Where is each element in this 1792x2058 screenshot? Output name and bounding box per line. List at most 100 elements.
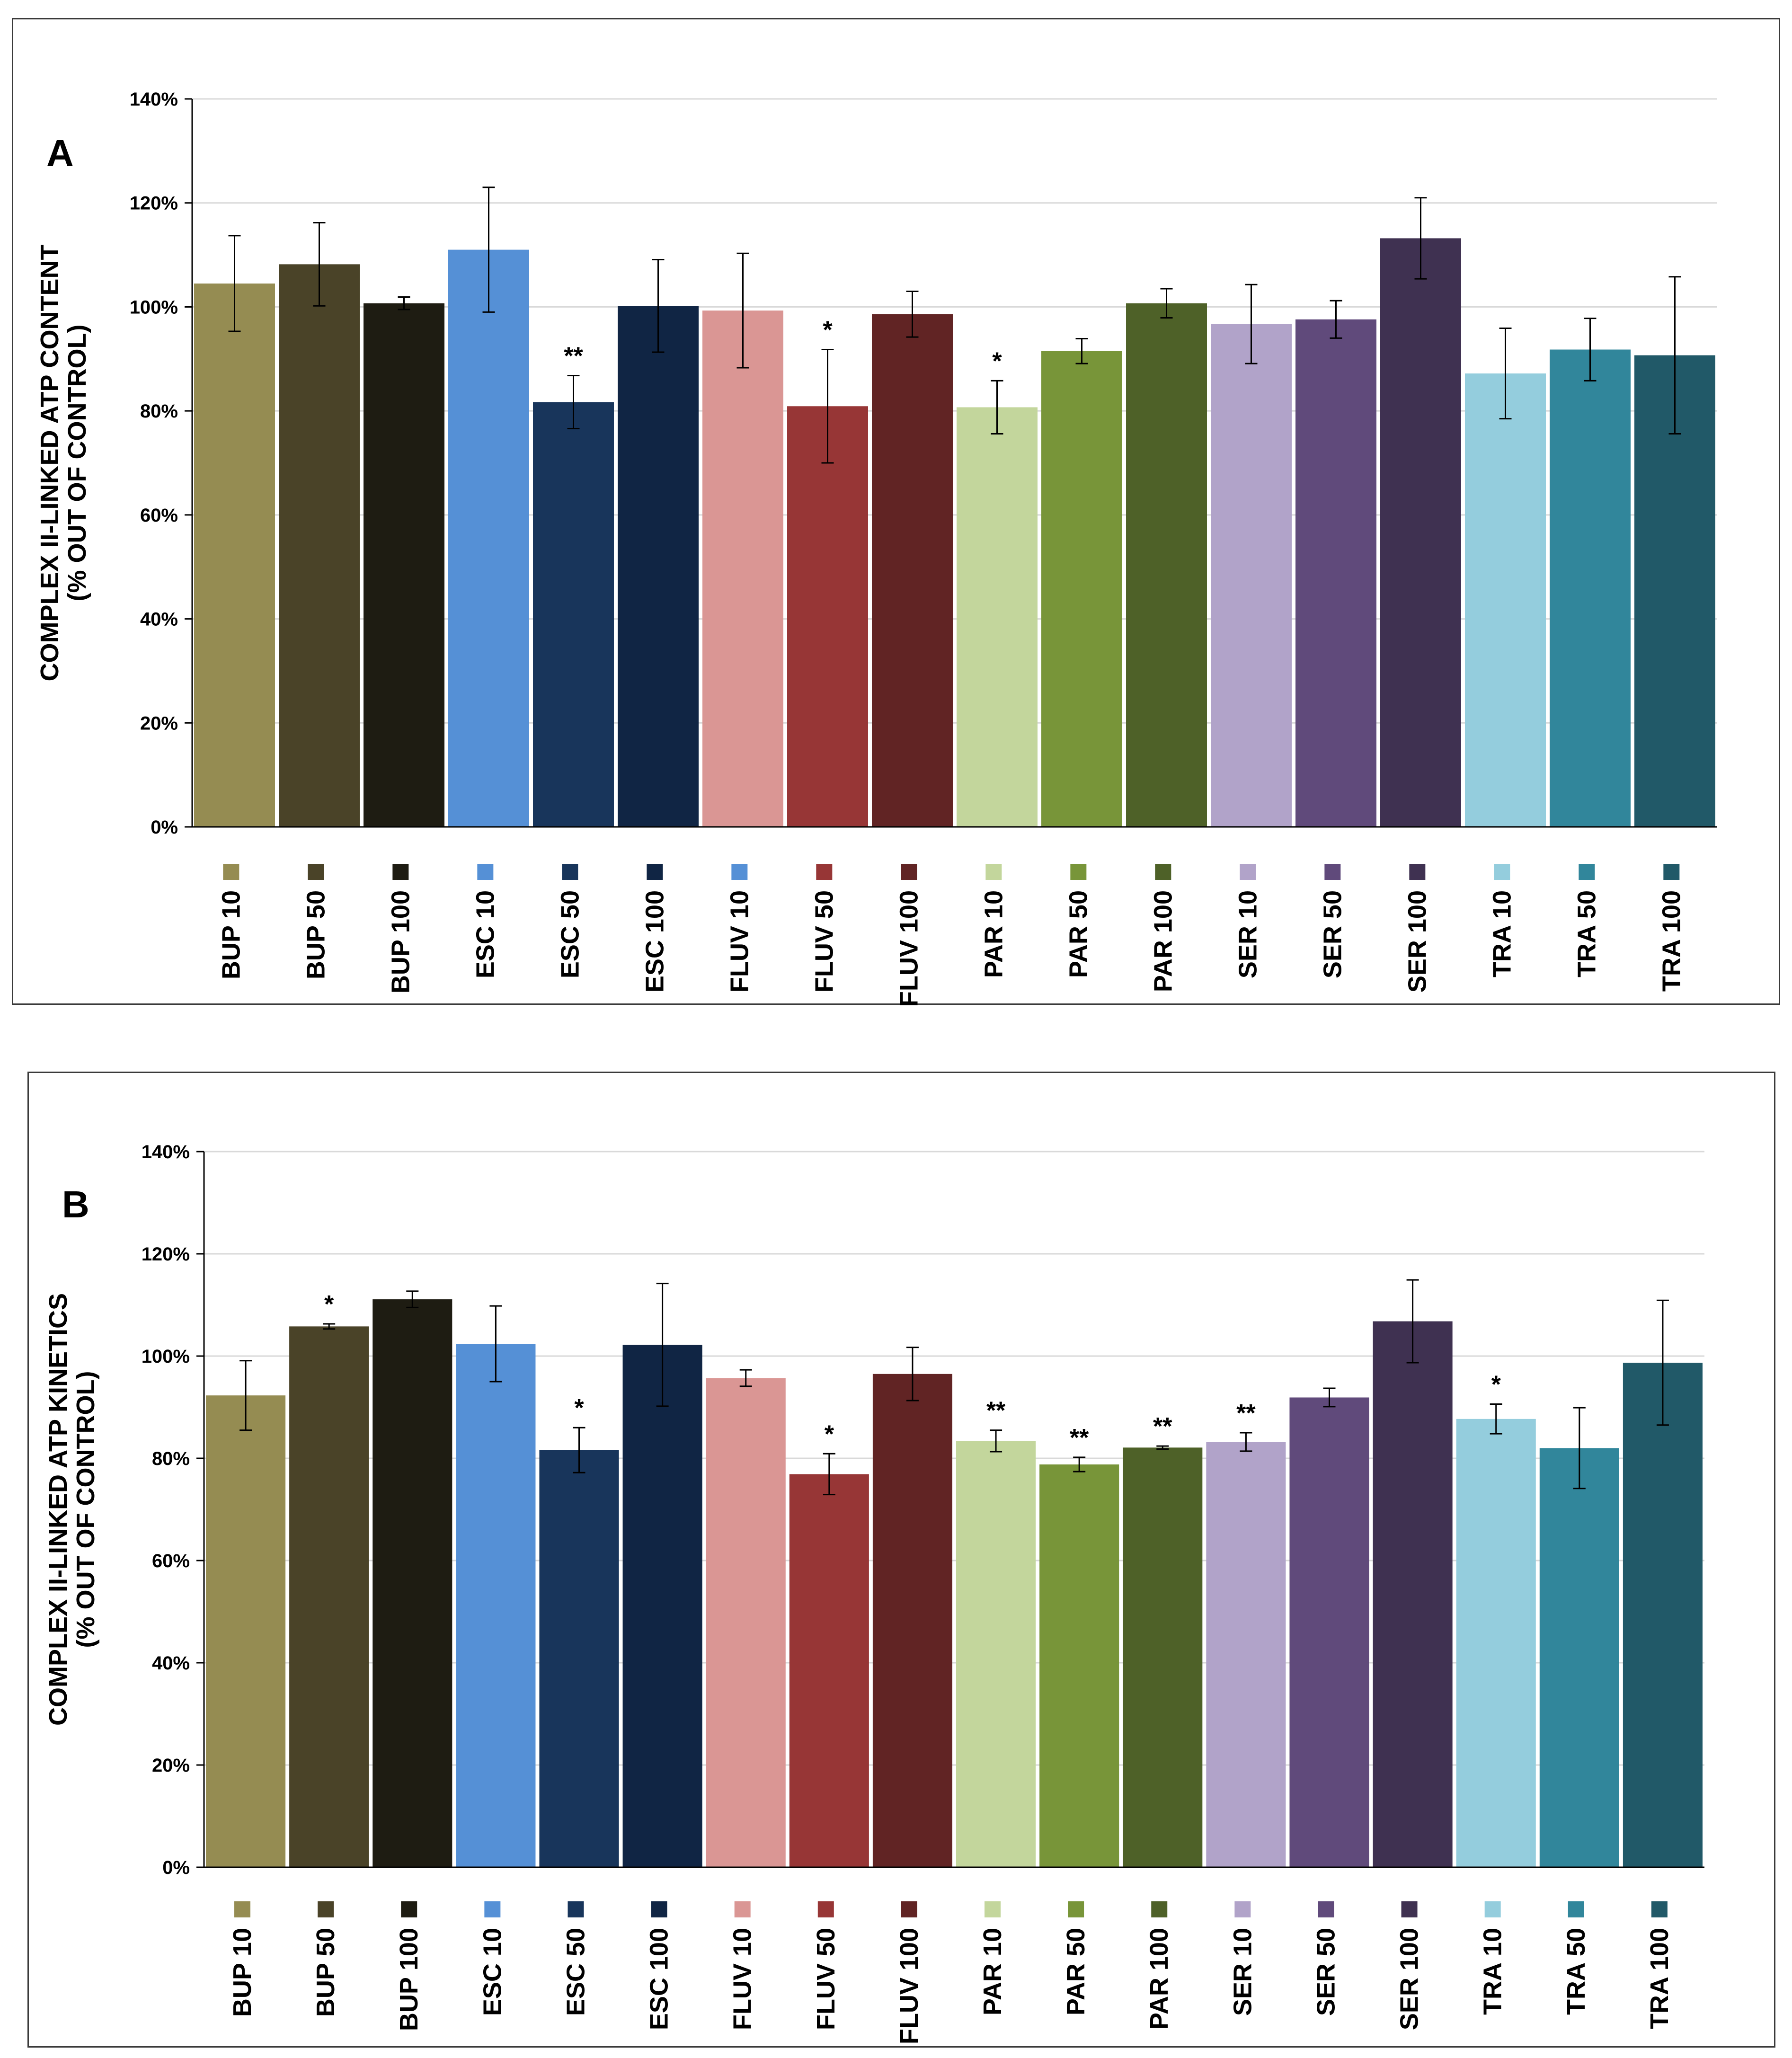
- legend-label: TRA 100: [1657, 890, 1686, 992]
- significance-marker: **: [1153, 1413, 1172, 1440]
- bar-esc-10: [456, 1344, 536, 1867]
- y-tick-label: 0%: [162, 1857, 190, 1878]
- y-tick-label: 100%: [142, 1346, 190, 1367]
- legend-label: TRA 10: [1479, 1928, 1507, 2015]
- legend-label: FLUV 10: [725, 890, 754, 993]
- significance-marker: *: [324, 1291, 334, 1318]
- bar-ser-10: [1206, 1442, 1286, 1867]
- legend-swatch: [1579, 864, 1595, 880]
- legend-label: PAR 10: [978, 1928, 1007, 2015]
- bar-esc-10: [448, 249, 529, 827]
- bar-fluv-50: [787, 406, 868, 827]
- legend-label: PAR 100: [1145, 1928, 1173, 2030]
- chart-b-svg: 0% 20% 40% 60% 80% 100% 120% 140% BUP 10 * BUP 50 B…: [44, 1142, 1704, 2044]
- legend-label: BUP 100: [395, 1928, 423, 2031]
- y-tick-label: 80%: [140, 401, 178, 422]
- bar-fluv-10: [706, 1378, 786, 1867]
- legend-swatch: [816, 864, 833, 880]
- legend-label: BUP 100: [386, 890, 415, 994]
- bar-esc-100: [618, 306, 699, 827]
- bar-tra-100: [1623, 1363, 1703, 1867]
- panel-letter: A: [46, 132, 74, 174]
- bar-ser-50: [1295, 319, 1376, 827]
- chart-panel-b: 0% 20% 40% 60% 80% 100% 120% 140% BUP 10 * BUP 50 B…: [27, 1072, 1775, 2048]
- legend-label: SER 50: [1318, 890, 1347, 978]
- legend-label: FLUV 50: [810, 890, 838, 993]
- bar-fluv-50: [789, 1474, 869, 1867]
- legend-swatch: [731, 864, 748, 880]
- bar-par-50: [1041, 351, 1122, 827]
- legend-swatch: [1494, 864, 1510, 880]
- legend-label: TRA 50: [1572, 890, 1601, 977]
- legend-label: PAR 100: [1149, 890, 1177, 992]
- bar-esc-50: [533, 402, 614, 827]
- bar-bup-50: [279, 264, 360, 827]
- significance-marker: *: [574, 1394, 584, 1422]
- bar-bup-50: [289, 1326, 369, 1867]
- legend-label: PAR 50: [1062, 1928, 1090, 2015]
- panel-letter: B: [62, 1183, 89, 1225]
- legend-swatch: [392, 864, 409, 880]
- y-tick-label: 80%: [152, 1448, 190, 1469]
- legend-label: FLUV 50: [812, 1928, 840, 2030]
- legend-label: TRA 100: [1645, 1928, 1674, 2029]
- legend-swatch: [1484, 1901, 1501, 1917]
- bar-fluv-100: [872, 1374, 952, 1867]
- chart-a-svg: 0% 20% 40% 60% 80% 100% 120% 140% BUP 10 BUP 50 BU…: [35, 89, 1717, 1007]
- bar-ser-100: [1373, 1321, 1453, 1867]
- legend-swatch: [985, 864, 1002, 880]
- bar-ser-50: [1289, 1397, 1369, 1867]
- legend-label: ESC 50: [556, 890, 584, 978]
- bar-fluv-10: [702, 310, 783, 827]
- legend-label: FLUV 100: [895, 1928, 923, 2044]
- legend-swatch: [562, 864, 578, 880]
- legend-label: BUP 50: [311, 1928, 340, 2017]
- chart-panel-a: 0% 20% 40% 60% 80% 100% 120% 140% BUP 10 BUP 50 BU…: [12, 18, 1780, 1007]
- bar-bup-100: [364, 303, 444, 827]
- y-axis-title: COMPLEX II-LINKED ATP KINETICS: [44, 1293, 72, 1726]
- legend-label: TRA 10: [1488, 890, 1516, 977]
- legend-swatch: [223, 864, 240, 880]
- significance-marker: **: [1236, 1400, 1256, 1427]
- y-tick-label: 60%: [140, 505, 178, 526]
- legend-swatch: [234, 1901, 251, 1917]
- legend-swatch: [817, 1901, 834, 1917]
- legend-swatch: [1070, 864, 1087, 880]
- legend-swatch: [1401, 1901, 1418, 1917]
- legend-swatch: [1240, 864, 1256, 880]
- significance-marker: *: [823, 317, 833, 344]
- legend-label: ESC 10: [471, 890, 499, 978]
- significance-marker: **: [1070, 1424, 1089, 1452]
- legend-label: PAR 10: [979, 890, 1008, 978]
- bar-tra-50: [1550, 349, 1631, 827]
- legend-label: PAR 50: [1064, 890, 1092, 978]
- legend-swatch: [1568, 1901, 1584, 1917]
- legend-swatch: [401, 1901, 417, 1917]
- legend-label: BUP 50: [302, 890, 330, 979]
- significance-marker: **: [564, 342, 583, 370]
- legend-label: ESC 50: [561, 1928, 590, 2016]
- significance-marker: *: [825, 1420, 834, 1448]
- bar-esc-100: [622, 1345, 702, 1867]
- significance-marker: *: [1491, 1371, 1501, 1399]
- y-tick-label: 140%: [142, 1142, 190, 1162]
- legend-swatch: [477, 864, 494, 880]
- legend-label: ESC 100: [640, 890, 669, 993]
- legend-label: FLUV 10: [728, 1928, 757, 2030]
- bar-ser-10: [1211, 324, 1292, 827]
- legend-swatch: [1234, 1901, 1251, 1917]
- legend-label: ESC 100: [645, 1928, 674, 2030]
- y-tick-label: 120%: [130, 193, 178, 214]
- legend-label: SER 100: [1395, 1928, 1424, 2030]
- y-tick-label: 40%: [152, 1653, 190, 1674]
- bar-bup-10: [194, 283, 275, 827]
- legend-swatch: [901, 1901, 917, 1917]
- y-tick-label: 40%: [140, 609, 178, 630]
- legend-label: FLUV 100: [895, 890, 923, 1007]
- legend-label: SER 100: [1403, 890, 1431, 993]
- legend-swatch: [568, 1901, 584, 1917]
- legend-label: SER 10: [1233, 890, 1262, 978]
- bar-tra-10: [1456, 1419, 1536, 1867]
- y-tick-label: 20%: [152, 1755, 190, 1776]
- legend-swatch: [651, 1901, 667, 1917]
